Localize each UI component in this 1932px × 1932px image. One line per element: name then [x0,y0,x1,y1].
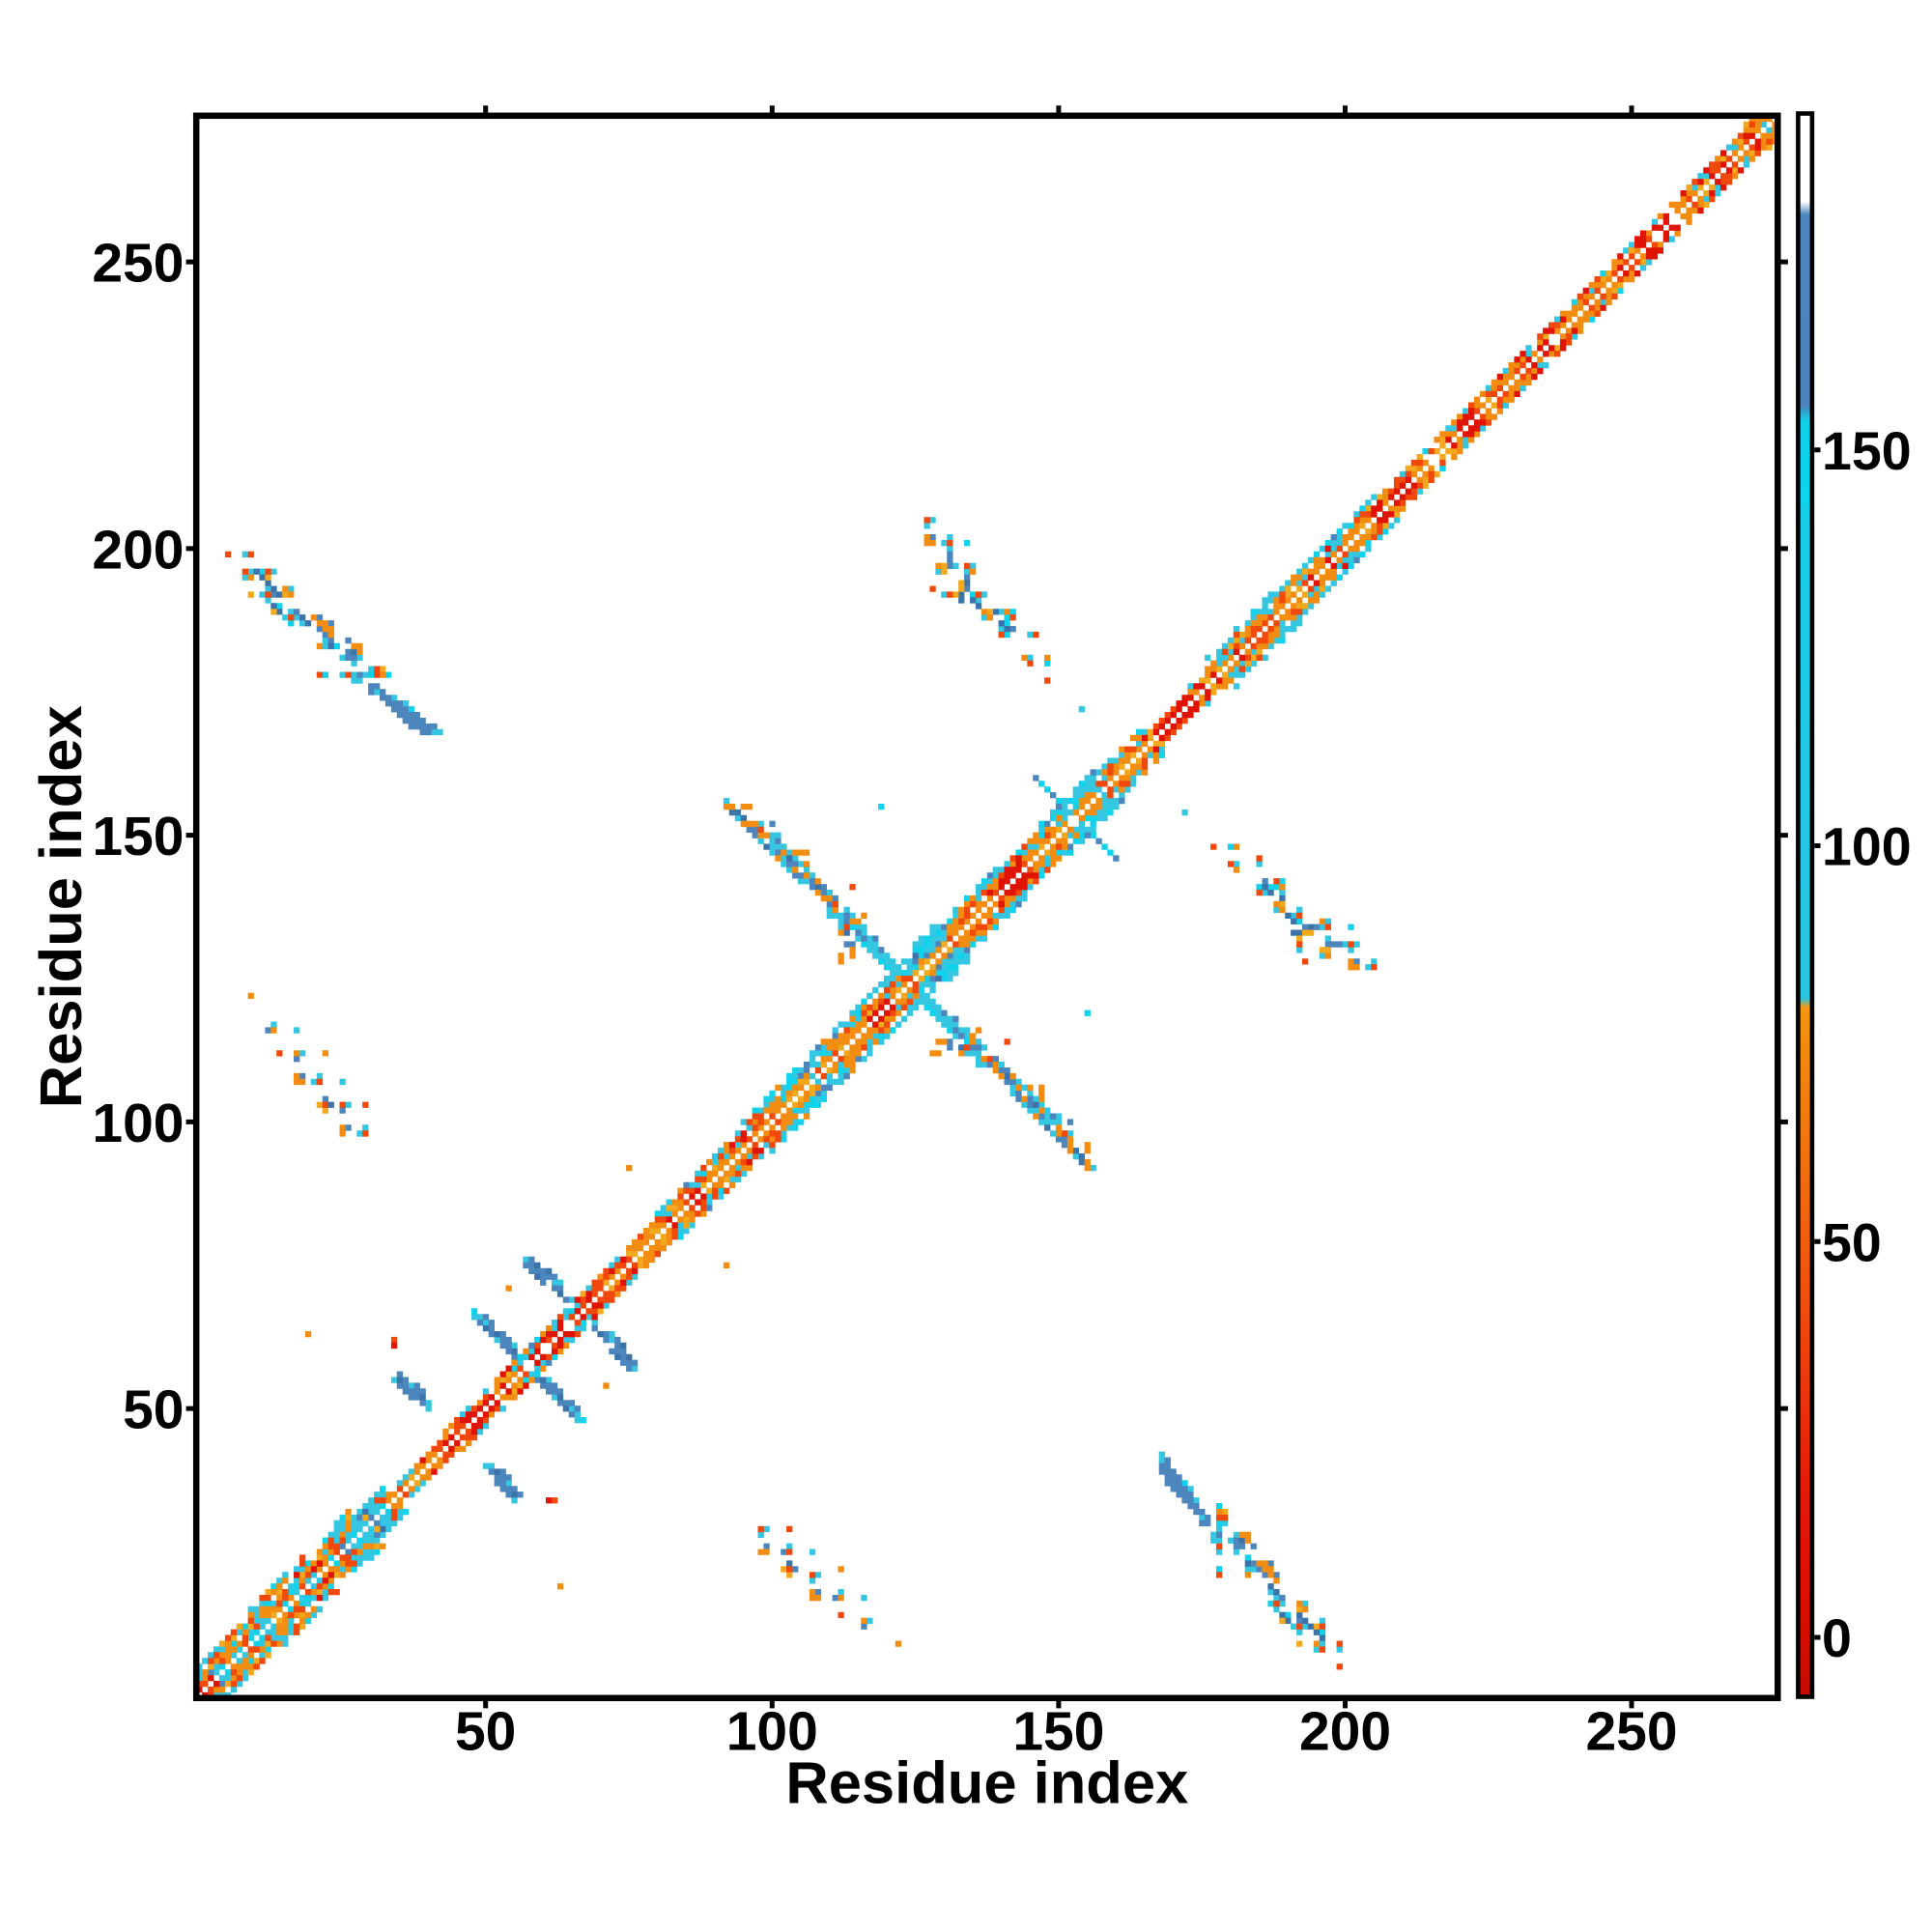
svg-text:200: 200 [1299,1701,1391,1763]
svg-text:200: 200 [92,519,184,581]
svg-text:50: 50 [123,1379,184,1441]
svg-text:100: 100 [726,1701,818,1763]
svg-text:Residue index: Residue index [785,1750,1188,1817]
svg-text:100: 100 [1822,817,1912,877]
svg-text:50: 50 [455,1701,516,1763]
svg-text:150: 150 [92,806,184,867]
svg-text:150: 150 [1822,421,1912,481]
svg-text:100: 100 [92,1093,184,1154]
svg-text:250: 250 [1585,1701,1677,1763]
svg-text:50: 50 [1822,1212,1882,1272]
svg-text:150: 150 [1012,1701,1104,1763]
svg-text:Residue index: Residue index [28,705,95,1108]
svg-text:250: 250 [92,233,184,295]
svg-text:0: 0 [1822,1608,1852,1668]
